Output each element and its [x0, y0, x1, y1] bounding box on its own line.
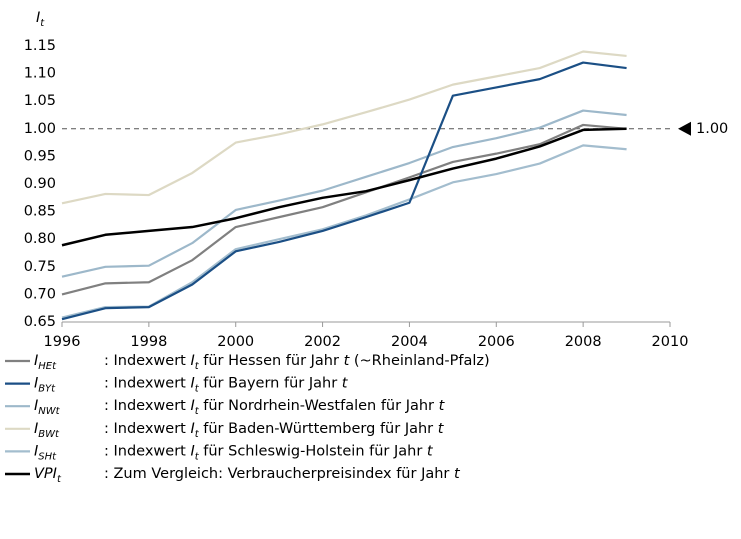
legend-text-part: : Zum Vergleich: Verbraucherpreisindex f…: [104, 466, 454, 482]
legend-text-part: : Indexwert: [104, 353, 190, 369]
legend-text-part: t: [342, 376, 349, 392]
legend-text-part: für Bayern für Jahr: [199, 376, 342, 392]
x-tick-label: 2010: [652, 334, 689, 350]
y-tick-label: 0.70: [24, 286, 56, 302]
reference-arrow: [678, 121, 691, 136]
x-tick-label: 2006: [478, 334, 515, 350]
legend-text-part: t: [195, 429, 200, 440]
legend-text-part: (~Rheinland-Pfalz): [349, 353, 489, 369]
legend-name-sub: BYt: [38, 384, 56, 395]
legend-name: ISHt: [34, 443, 57, 462]
legend-name: IHEt: [34, 353, 57, 372]
legend-name-main: I: [34, 398, 38, 414]
legend-text-part: t: [427, 443, 434, 459]
legend-name-main: I: [34, 376, 38, 392]
legend-text-part: t: [195, 384, 200, 395]
legend-name-sub: HEt: [38, 361, 57, 372]
x-tick-label: 1996: [44, 334, 81, 350]
legend-description: : Indexwert It für Hessen für Jahr t (~R…: [104, 353, 490, 372]
series-line: [61, 61, 627, 321]
legend-text-part: : Indexwert: [104, 376, 190, 392]
legend-name-main: I: [34, 353, 38, 369]
series-line: [61, 50, 627, 205]
y-tick-label: 0.85: [24, 204, 56, 220]
legend-name-sub: t: [57, 474, 62, 485]
legend-text-part: I: [190, 376, 194, 392]
legend-text-part: t: [344, 353, 351, 369]
legend-text-part: t: [454, 466, 461, 482]
legend-name: IBWt: [34, 421, 60, 440]
y-label-sub: t: [40, 18, 45, 29]
legend-text-part: : Indexwert: [104, 421, 190, 437]
legend-text-part: t: [195, 361, 200, 372]
legend-name-main: I: [34, 421, 38, 437]
x-tick-label: 2008: [565, 334, 602, 350]
legend-text-part: t: [438, 421, 445, 437]
legend-name-sub: NWt: [38, 406, 60, 417]
reference-label: 1.00: [696, 121, 728, 137]
y-tick-label: 0.75: [24, 259, 56, 275]
legend-name-main: VPI: [34, 466, 57, 482]
y-label-main: I: [36, 10, 40, 26]
legend-text-part: : Indexwert: [104, 398, 190, 414]
legend-description: : Indexwert It für Bayern für Jahr t: [104, 376, 349, 395]
x-tick-label: 2004: [391, 334, 428, 350]
x-tick-label: 2000: [217, 334, 254, 350]
legend-name-main: I: [34, 443, 38, 459]
y-tick-label: 0.90: [24, 176, 56, 192]
series-line: [61, 123, 627, 296]
y-tick-label: 1.15: [24, 38, 56, 54]
legend-name-sub: SHt: [38, 451, 57, 462]
legend-text-part: für Baden-Württemberg für Jahr: [199, 421, 438, 437]
legend-description: : Indexwert It für Nordrhein-Westfalen f…: [104, 398, 446, 417]
legend-text-part: für Schleswig-Holstein für Jahr: [199, 443, 427, 459]
legend-text-part: t: [439, 398, 446, 414]
legend-text-part: I: [190, 421, 194, 437]
series-line: [61, 127, 627, 247]
y-tick-label: 1.10: [24, 66, 56, 82]
legend-name: VPIt: [34, 466, 62, 485]
y-tick-label: 0.65: [24, 314, 56, 330]
x-tick-label: 2002: [304, 334, 341, 350]
y-tick-label: 0.95: [24, 148, 56, 164]
legend-text-part: I: [190, 398, 194, 414]
legend-name-sub: BWt: [38, 429, 60, 440]
legend-text-part: t: [195, 451, 200, 462]
legend-description: : Zum Vergleich: Verbraucherpreisindex f…: [104, 466, 461, 482]
legend-text-part: : Indexwert: [104, 443, 190, 459]
y-axis-label: It: [36, 10, 45, 29]
y-tick-label: 1.05: [24, 93, 56, 109]
legend-text-part: I: [190, 443, 194, 459]
legend-description: : Indexwert It für Schleswig-Holstein fü…: [104, 443, 434, 462]
x-tick-label: 1998: [130, 334, 167, 350]
legend-name: INWt: [34, 398, 61, 417]
series-line: [61, 109, 627, 278]
legend-text-part: für Hessen für Jahr: [199, 353, 344, 369]
legend-description: : Indexwert It für Baden-Württemberg für…: [104, 421, 445, 440]
legend-name: IBYt: [34, 376, 56, 395]
legend-text-part: I: [190, 353, 194, 369]
y-tick-label: 1.00: [24, 121, 56, 137]
legend-text-part: t: [195, 406, 200, 417]
legend-text-part: für Nordrhein-Westfalen für Jahr: [199, 398, 439, 414]
y-tick-label: 0.80: [24, 231, 56, 247]
